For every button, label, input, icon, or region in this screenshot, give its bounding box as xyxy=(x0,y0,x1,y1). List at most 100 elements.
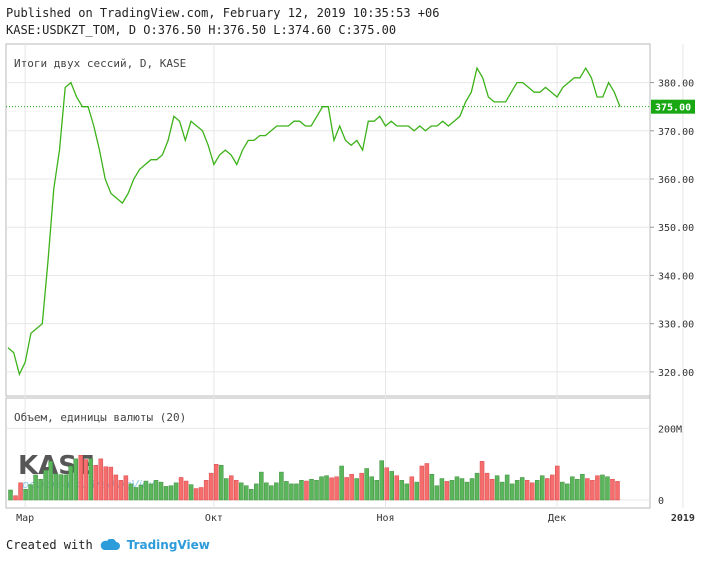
volume-bar xyxy=(575,478,580,501)
volume-bar xyxy=(193,488,199,501)
volume-bar xyxy=(359,472,364,501)
volume-tick-label: 200M xyxy=(658,424,682,435)
tradingview-link[interactable]: TradingView xyxy=(126,538,210,552)
last-price-label: 375.00 xyxy=(655,103,691,114)
volume-bar xyxy=(344,477,349,501)
volume-bar xyxy=(218,465,224,501)
volume-bar xyxy=(389,471,395,501)
volume-bar xyxy=(524,480,530,501)
volume-bar xyxy=(249,489,254,501)
volume-bar xyxy=(153,480,159,501)
volume-bar xyxy=(369,476,374,501)
volume-bar xyxy=(349,473,354,501)
volume-bar xyxy=(590,480,595,501)
volume-bar xyxy=(499,481,505,501)
volume-bar xyxy=(53,473,58,501)
volume-bar xyxy=(434,485,440,501)
volume-bar xyxy=(319,476,324,501)
volume-bar xyxy=(565,483,570,501)
volume-bar xyxy=(83,459,89,501)
volume-bar xyxy=(43,470,48,501)
volume-bar xyxy=(68,465,73,501)
volume-bar xyxy=(309,478,314,501)
volume-bar xyxy=(259,471,264,501)
volume-axis-labels: 0 200M xyxy=(658,424,682,507)
volume-bar xyxy=(539,475,545,501)
volume-bar xyxy=(399,480,405,501)
volume-bar xyxy=(454,476,460,501)
volume-bar xyxy=(208,472,214,501)
volume-bars xyxy=(8,455,620,501)
volume-bar xyxy=(188,484,194,501)
volume-bar xyxy=(314,480,319,501)
volume-bar xyxy=(429,473,435,501)
volume-bar xyxy=(279,471,284,501)
volume-bar xyxy=(404,483,410,501)
volume-bar xyxy=(334,476,339,501)
volume-bar xyxy=(299,480,304,501)
volume-bar xyxy=(384,467,389,501)
volume-bar xyxy=(374,480,379,501)
volume-bar xyxy=(123,475,129,501)
volume-bar xyxy=(419,465,425,501)
price-tick-label: 340.00 xyxy=(658,271,694,282)
volume-bar xyxy=(228,475,234,501)
volume-bar xyxy=(233,480,239,501)
volume-bar xyxy=(504,474,510,501)
symbol-ohlc-line: KASE:USDKZT_TOM, D O:376.50 H:376.50 L:3… xyxy=(6,23,397,37)
volume-bar xyxy=(529,482,535,501)
created-with-text: Created with xyxy=(6,538,93,552)
volume-bar xyxy=(479,461,485,501)
volume-bar xyxy=(33,474,38,501)
volume-bar xyxy=(484,472,490,501)
volume-bar xyxy=(78,455,83,501)
volume-bar xyxy=(38,478,43,501)
volume-bar xyxy=(304,480,309,501)
volume-bar xyxy=(168,485,174,501)
volume-bar xyxy=(143,480,149,501)
volume-bar xyxy=(555,465,560,501)
volume-bar xyxy=(148,483,154,501)
volume-bar xyxy=(595,475,600,501)
volume-bar xyxy=(534,480,540,501)
price-tick-label: 360.00 xyxy=(658,175,694,186)
volume-bar xyxy=(173,482,179,501)
volume-bar xyxy=(103,466,109,501)
price-tick-label: 320.00 xyxy=(658,368,694,379)
time-tick-label: Мар xyxy=(16,513,34,524)
volume-pane-title: Объем, единицы валюты (20) xyxy=(14,411,186,424)
time-grid xyxy=(24,44,684,508)
volume-bar xyxy=(28,484,33,501)
volume-bar xyxy=(23,489,28,501)
volume-bar xyxy=(324,475,329,501)
volume-bar xyxy=(600,474,605,501)
volume-bar xyxy=(605,476,610,501)
volume-bar xyxy=(494,475,500,501)
tradingview-cloud-icon xyxy=(100,539,120,550)
volume-bar xyxy=(118,480,124,501)
volume-bar xyxy=(424,463,430,501)
time-tick-label: Окт xyxy=(205,513,223,524)
volume-bar xyxy=(289,483,294,501)
volume-bar xyxy=(560,481,565,501)
volume-bar xyxy=(98,458,104,501)
volume-bar xyxy=(133,487,139,501)
volume-bar xyxy=(409,476,415,501)
volume-bar xyxy=(414,481,420,501)
volume-bar xyxy=(93,465,99,501)
volume-bar xyxy=(13,495,18,501)
volume-bar xyxy=(244,485,249,501)
volume-bar xyxy=(444,481,450,501)
volume-bar xyxy=(128,483,134,501)
volume-bar xyxy=(178,477,184,501)
time-axis-labels: МарОктНояДек2019Фев xyxy=(16,513,695,524)
price-tick-label: 350.00 xyxy=(658,223,694,234)
volume-bar xyxy=(198,487,204,501)
chart-area[interactable]: KASE powered by TradingView 375.00 Итоги… xyxy=(0,0,702,530)
volume-bar xyxy=(514,480,520,501)
volume-bar xyxy=(339,465,344,501)
volume-bar xyxy=(108,466,114,501)
price-tick-label: 380.00 xyxy=(658,79,694,90)
volume-bar xyxy=(213,463,219,501)
price-grid xyxy=(6,82,650,373)
